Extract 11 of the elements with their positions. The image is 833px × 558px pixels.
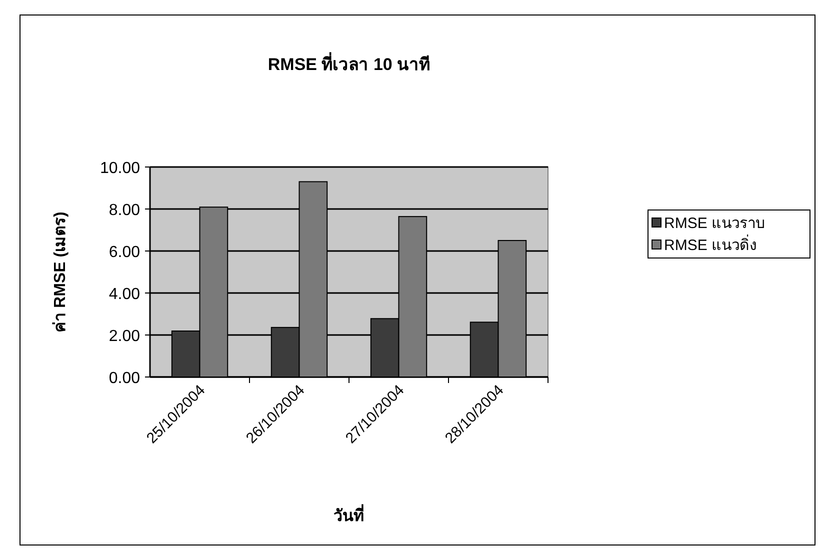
y-tick-label: 2.00: [108, 328, 140, 345]
y-tick-label: 8.00: [108, 202, 140, 219]
legend-label: RMSE แนวราบ: [664, 215, 766, 232]
y-tick-label: 4.00: [108, 286, 140, 303]
x-axis-title: วันที่: [334, 504, 364, 525]
legend-label: RMSE แนวดิ่ง: [664, 234, 757, 254]
chart-title: RMSE ที่เวลา 10 นาที: [268, 52, 430, 74]
y-tick-label: 6.00: [108, 244, 140, 261]
y-axis-title: ค่า RMSE (เมตร): [52, 212, 69, 332]
y-tick-label: 0.00: [108, 370, 140, 387]
y-tick-label: 10.00: [100, 160, 140, 177]
